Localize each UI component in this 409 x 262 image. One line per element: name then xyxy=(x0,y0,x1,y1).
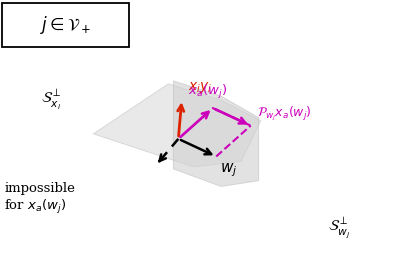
Text: $\mathcal{S}^{\perp}_{x_i}$: $\mathcal{S}^{\perp}_{x_i}$ xyxy=(41,87,61,112)
Text: $\mathcal{S}^{\perp}_{w_j}$: $\mathcal{S}^{\perp}_{w_j}$ xyxy=(327,215,350,241)
Text: $\mathcal{P}_{w_j} x_a(w_j)$: $\mathcal{P}_{w_j} x_a(w_j)$ xyxy=(256,105,310,123)
Text: $j \in \mathcal{V}_+$: $j \in \mathcal{V}_+$ xyxy=(40,14,91,36)
Text: impossible
for $x_a(w_j)$: impossible for $x_a(w_j)$ xyxy=(4,182,75,216)
Text: $x_a(w_j)$: $x_a(w_j)$ xyxy=(188,83,227,101)
Text: $x_i y_i$: $x_i y_i$ xyxy=(187,80,212,95)
Polygon shape xyxy=(173,81,258,187)
FancyBboxPatch shape xyxy=(2,3,129,47)
Polygon shape xyxy=(93,84,260,167)
Text: $w_j$: $w_j$ xyxy=(220,161,237,179)
